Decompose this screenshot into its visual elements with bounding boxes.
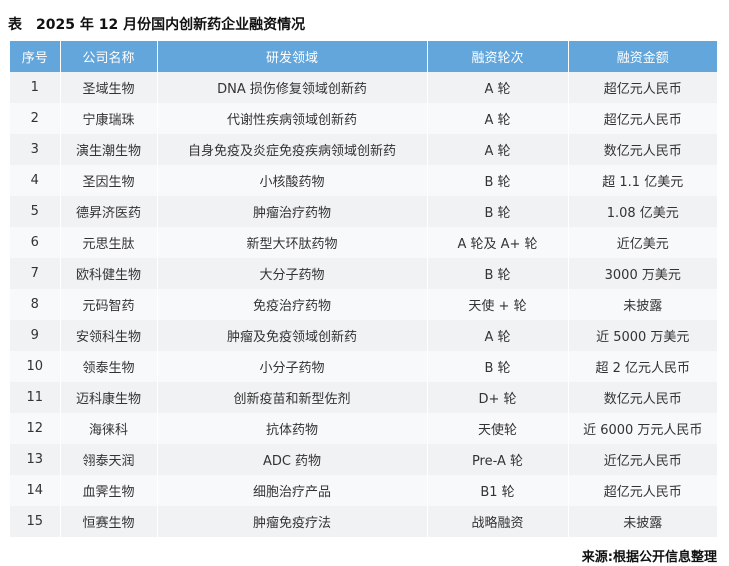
cell-col-index: 5 bbox=[10, 196, 60, 227]
cell-col-company: 安领科生物 bbox=[59, 320, 157, 351]
header-col-round: 融资轮次 bbox=[426, 41, 568, 72]
cell-col-field: 肿瘤治疗药物 bbox=[156, 196, 427, 227]
cell-col-round: Pre-A 轮 bbox=[426, 444, 568, 475]
cell-col-company: 海徕科 bbox=[59, 413, 157, 444]
cell-col-amount: 未披露 bbox=[567, 506, 717, 537]
cell-col-company: 元思生肽 bbox=[59, 227, 157, 258]
table-title: 表 2025 年 12 月份国内创新药企业融资情况 bbox=[8, 17, 306, 33]
cell-col-company: 圣因生物 bbox=[59, 165, 157, 196]
header-row: 序号 公司名称 研发领域 融资轮次 融资金额 bbox=[10, 41, 717, 72]
table-row: 12 海徕科 抗体药物 天使轮近 6000 万元人民币 bbox=[10, 413, 717, 444]
cell-col-amount: 超 1.1 亿美元 bbox=[567, 165, 717, 196]
cell-col-index: 7 bbox=[10, 258, 60, 289]
header-col-index: 序号 bbox=[10, 41, 60, 72]
cell-col-round: B 轮 bbox=[426, 351, 568, 382]
cell-col-index: 1 bbox=[10, 72, 60, 103]
table-row: 4 圣因生物 小核酸药物 B 轮超 1.1 亿美元 bbox=[10, 165, 717, 196]
table-row: 13 翎泰天润 ADC 药物 Pre-A 轮近亿元人民币 bbox=[10, 444, 717, 475]
cell-col-round: 天使 + 轮 bbox=[426, 289, 568, 320]
cell-col-company: 元码智药 bbox=[59, 289, 157, 320]
cell-col-field: 自身免疫及炎症免疫疾病领域创新药 bbox=[156, 134, 427, 165]
cell-col-field: 肿瘤免疫疗法 bbox=[156, 506, 427, 537]
table-row: 1 圣域生物 DNA 损伤修复领域创新药 A 轮超亿元人民币 bbox=[10, 72, 717, 103]
cell-col-field: 肿瘤及免疫领域创新药 bbox=[156, 320, 427, 351]
cell-col-company: 翎泰天润 bbox=[59, 444, 157, 475]
cell-col-amount: 超亿元人民币 bbox=[567, 72, 717, 103]
financing-table: 序号 公司名称 研发领域 融资轮次 融资金额 1 圣域生物 DNA 损伤修复领域创新药 A 轮… bbox=[10, 41, 717, 537]
cell-col-round: 天使轮 bbox=[426, 413, 568, 444]
table-row: 3 演生潮生物 自身免疫及炎症免疫疾病领域创新药 A 轮数亿元人民币 bbox=[10, 134, 717, 165]
table-row: 10 领泰生物 小分子药物 B 轮超 2 亿元人民币 bbox=[10, 351, 717, 382]
cell-col-index: 6 bbox=[10, 227, 60, 258]
cell-col-field: 新型大环肽药物 bbox=[156, 227, 427, 258]
cell-col-field: 大分子药物 bbox=[156, 258, 427, 289]
table-row: 7 欧科健生物 大分子药物 B 轮 3000 万美元 bbox=[10, 258, 717, 289]
cell-col-index: 11 bbox=[10, 382, 60, 413]
cell-col-field: 小分子药物 bbox=[156, 351, 427, 382]
cell-col-field: 细胞治疗产品 bbox=[156, 475, 427, 506]
table-row: 6 元思生肽 新型大环肽药物 A 轮及 A+ 轮近亿美元 bbox=[10, 227, 717, 258]
cell-col-amount: 数亿元人民币 bbox=[567, 134, 717, 165]
cell-col-company: 迈科康生物 bbox=[59, 382, 157, 413]
cell-col-index: 9 bbox=[10, 320, 60, 351]
cell-col-amount: 近 6000 万元人民币 bbox=[567, 413, 717, 444]
cell-col-round: 战略融资 bbox=[426, 506, 568, 537]
cell-col-index: 14 bbox=[10, 475, 60, 506]
cell-col-field: 创新疫苗和新型佐剂 bbox=[156, 382, 427, 413]
cell-col-amount: 超亿元人民币 bbox=[567, 103, 717, 134]
cell-col-company: 恒赛生物 bbox=[59, 506, 157, 537]
cell-col-index: 13 bbox=[10, 444, 60, 475]
cell-col-index: 15 bbox=[10, 506, 60, 537]
header-col-company: 公司名称 bbox=[59, 41, 157, 72]
cell-col-field: 小核酸药物 bbox=[156, 165, 427, 196]
cell-col-field: ADC 药物 bbox=[156, 444, 427, 475]
cell-col-company: 德昇济医药 bbox=[59, 196, 157, 227]
cell-col-company: 血霁生物 bbox=[59, 475, 157, 506]
cell-col-amount: 1.08 亿美元 bbox=[567, 196, 717, 227]
cell-col-index: 4 bbox=[10, 165, 60, 196]
cell-col-round: A 轮 bbox=[426, 72, 568, 103]
cell-col-amount: 3000 万美元 bbox=[567, 258, 717, 289]
cell-col-index: 2 bbox=[10, 103, 60, 134]
cell-col-field: 抗体药物 bbox=[156, 413, 427, 444]
cell-col-amount: 未披露 bbox=[567, 289, 717, 320]
table-row: 11 迈科康生物 创新疫苗和新型佐剂 D+ 轮数亿元人民币 bbox=[10, 382, 717, 413]
cell-col-amount: 近亿元人民币 bbox=[567, 444, 717, 475]
table-row: 14 血霁生物 细胞治疗产品 B1 轮超亿元人民币 bbox=[10, 475, 717, 506]
cell-col-amount: 近亿美元 bbox=[567, 227, 717, 258]
cell-col-field: DNA 损伤修复领域创新药 bbox=[156, 72, 427, 103]
cell-col-index: 8 bbox=[10, 289, 60, 320]
header-col-amount: 融资金额 bbox=[567, 41, 717, 72]
cell-col-round: A 轮 bbox=[426, 134, 568, 165]
table-row: 2 宁康瑞珠 代谢性疾病领域创新药 A 轮超亿元人民币 bbox=[10, 103, 717, 134]
cell-col-round: B 轮 bbox=[426, 165, 568, 196]
source-note: 来源:根据公开信息整理 bbox=[581, 550, 717, 565]
table-row: 15 恒赛生物 肿瘤免疫疗法 战略融资 未披露 bbox=[10, 506, 717, 537]
table-row: 5 德昇济医药 肿瘤治疗药物 B 轮 1.08 亿美元 bbox=[10, 196, 717, 227]
cell-col-round: A 轮 bbox=[426, 103, 568, 134]
cell-col-round: B 轮 bbox=[426, 196, 568, 227]
cell-col-company: 宁康瑞珠 bbox=[59, 103, 157, 134]
cell-col-index: 12 bbox=[10, 413, 60, 444]
cell-col-round: D+ 轮 bbox=[426, 382, 568, 413]
cell-col-round: B 轮 bbox=[426, 258, 568, 289]
cell-col-amount: 近 5000 万美元 bbox=[567, 320, 717, 351]
cell-col-company: 圣域生物 bbox=[59, 72, 157, 103]
cell-col-amount: 超亿元人民币 bbox=[567, 475, 717, 506]
cell-col-field: 代谢性疾病领域创新药 bbox=[156, 103, 427, 134]
table-row: 9 安领科生物 肿瘤及免疫领域创新药 A 轮近 5000 万美元 bbox=[10, 320, 717, 351]
header-col-field: 研发领域 bbox=[156, 41, 427, 72]
cell-col-company: 领泰生物 bbox=[59, 351, 157, 382]
cell-col-company: 演生潮生物 bbox=[59, 134, 157, 165]
cell-col-amount: 超 2 亿元人民币 bbox=[567, 351, 717, 382]
cell-col-index: 10 bbox=[10, 351, 60, 382]
cell-col-round: A 轮及 A+ 轮 bbox=[426, 227, 568, 258]
cell-col-round: A 轮 bbox=[426, 320, 568, 351]
cell-col-field: 免疫治疗药物 bbox=[156, 289, 427, 320]
cell-col-index: 3 bbox=[10, 134, 60, 165]
cell-col-company: 欧科健生物 bbox=[59, 258, 157, 289]
cell-col-amount: 数亿元人民币 bbox=[567, 382, 717, 413]
cell-col-round: B1 轮 bbox=[426, 475, 568, 506]
table-row: 8 元码智药 免疫治疗药物 天使 + 轮未披露 bbox=[10, 289, 717, 320]
